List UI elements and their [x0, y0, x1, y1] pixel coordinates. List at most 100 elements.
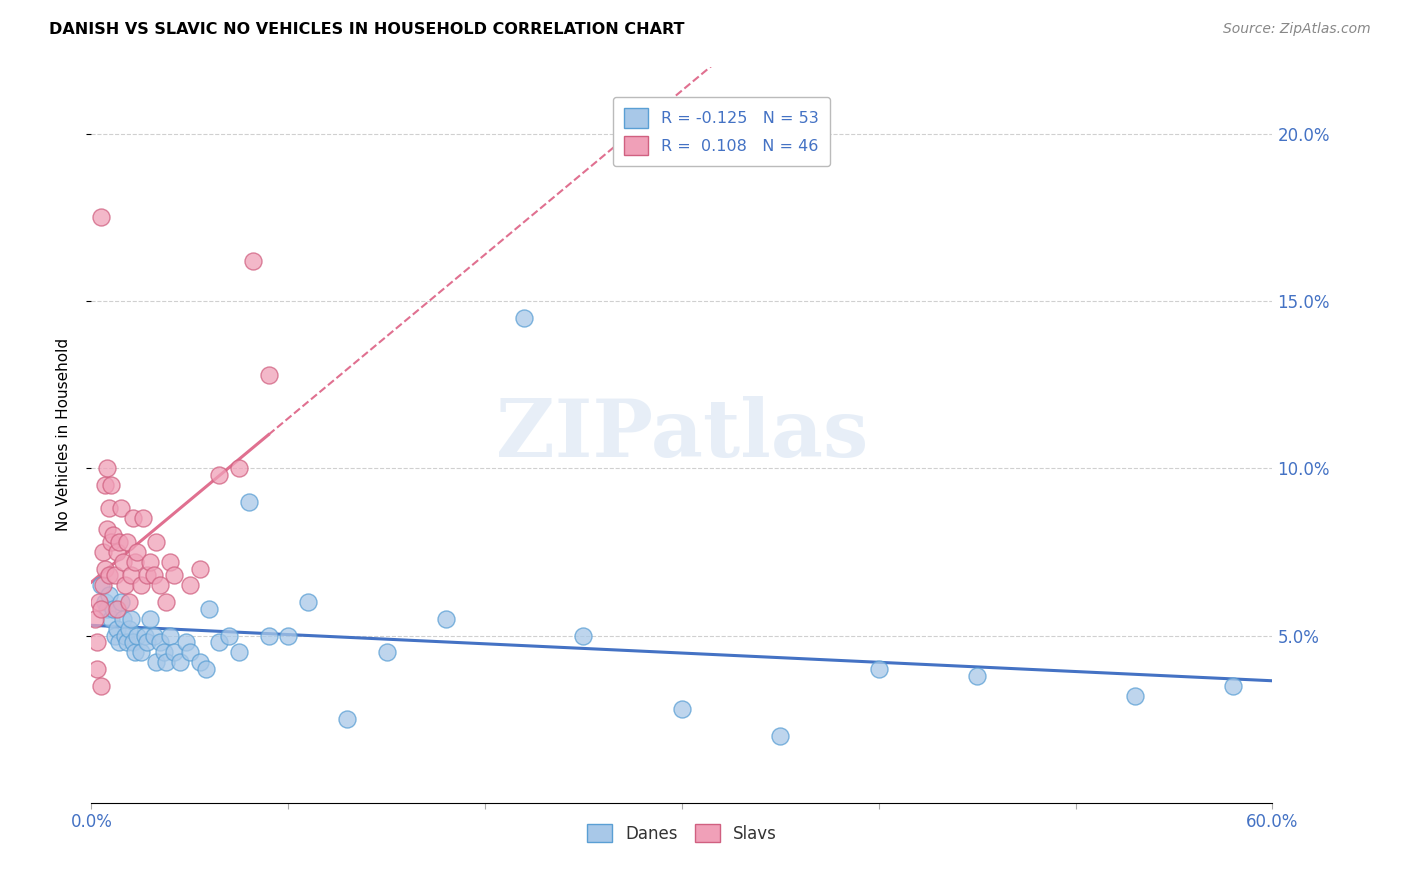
- Point: [153, 645, 176, 659]
- Point: [105, 601, 128, 615]
- Point: [114, 578, 136, 592]
- Text: ZIPatlas: ZIPatlas: [496, 396, 868, 474]
- Point: [94, 478, 117, 492]
- Point: [149, 578, 172, 592]
- Text: Source: ZipAtlas.com: Source: ZipAtlas.com: [1223, 22, 1371, 37]
- Point: [105, 622, 128, 636]
- Point: [143, 628, 166, 642]
- Point: [134, 628, 156, 642]
- Point: [242, 253, 264, 268]
- Point: [238, 494, 260, 508]
- Point: [125, 545, 148, 559]
- Point: [118, 622, 141, 636]
- Point: [124, 555, 146, 569]
- Point: [208, 635, 231, 649]
- Point: [163, 645, 186, 659]
- Point: [94, 595, 117, 609]
- Point: [513, 310, 536, 325]
- Point: [121, 635, 143, 649]
- Point: [769, 729, 792, 743]
- Point: [155, 655, 177, 669]
- Point: [118, 595, 141, 609]
- Point: [111, 555, 134, 569]
- Point: [188, 655, 211, 669]
- Point: [228, 645, 250, 659]
- Point: [90, 211, 112, 225]
- Point: [159, 628, 181, 642]
- Point: [174, 635, 197, 649]
- Point: [198, 601, 221, 615]
- Point: [96, 521, 118, 535]
- Point: [98, 589, 121, 603]
- Point: [375, 645, 398, 659]
- Text: DANISH VS SLAVIC NO VEHICLES IN HOUSEHOLD CORRELATION CHART: DANISH VS SLAVIC NO VEHICLES IN HOUSEHOL…: [49, 22, 685, 37]
- Point: [124, 645, 146, 659]
- Point: [121, 511, 143, 525]
- Point: [98, 568, 121, 582]
- Point: [86, 662, 108, 676]
- Point: [115, 635, 138, 649]
- Point: [90, 601, 112, 615]
- Point: [96, 601, 118, 615]
- Point: [297, 595, 319, 609]
- Point: [86, 635, 108, 649]
- Point: [101, 528, 124, 542]
- Point: [110, 501, 132, 516]
- Point: [91, 578, 114, 592]
- Point: [868, 662, 890, 676]
- Point: [90, 578, 112, 592]
- Point: [100, 612, 122, 626]
- Point: [104, 628, 127, 642]
- Point: [135, 568, 157, 582]
- Point: [111, 612, 134, 626]
- Point: [143, 568, 166, 582]
- Point: [149, 635, 172, 649]
- Point: [1222, 679, 1244, 693]
- Y-axis label: No Vehicles in Household: No Vehicles in Household: [56, 338, 70, 532]
- Point: [89, 595, 111, 609]
- Point: [110, 595, 132, 609]
- Point: [671, 702, 693, 716]
- Point: [125, 628, 148, 642]
- Point: [101, 601, 124, 615]
- Point: [169, 655, 191, 669]
- Point: [218, 628, 240, 642]
- Point: [179, 645, 201, 659]
- Point: [277, 628, 299, 642]
- Point: [100, 478, 122, 492]
- Point: [114, 628, 136, 642]
- Point: [208, 467, 231, 482]
- Legend: Danes, Slavs: Danes, Slavs: [581, 818, 783, 850]
- Point: [145, 534, 167, 549]
- Point: [105, 545, 128, 559]
- Point: [966, 669, 988, 683]
- Point: [336, 712, 359, 726]
- Point: [145, 655, 167, 669]
- Point: [257, 368, 280, 382]
- Point: [135, 635, 157, 649]
- Point: [572, 628, 595, 642]
- Point: [108, 635, 131, 649]
- Point: [94, 562, 117, 576]
- Point: [131, 511, 153, 525]
- Point: [139, 612, 162, 626]
- Point: [129, 578, 152, 592]
- Point: [98, 501, 121, 516]
- Point: [257, 628, 280, 642]
- Point: [159, 555, 181, 569]
- Point: [104, 568, 127, 582]
- Point: [120, 612, 142, 626]
- Point: [129, 645, 152, 659]
- Point: [188, 562, 211, 576]
- Point: [96, 461, 118, 475]
- Point: [84, 612, 107, 626]
- Point: [108, 534, 131, 549]
- Point: [163, 568, 186, 582]
- Point: [100, 534, 122, 549]
- Point: [90, 679, 112, 693]
- Point: [115, 534, 138, 549]
- Point: [228, 461, 250, 475]
- Point: [155, 595, 177, 609]
- Point: [194, 662, 217, 676]
- Point: [139, 555, 162, 569]
